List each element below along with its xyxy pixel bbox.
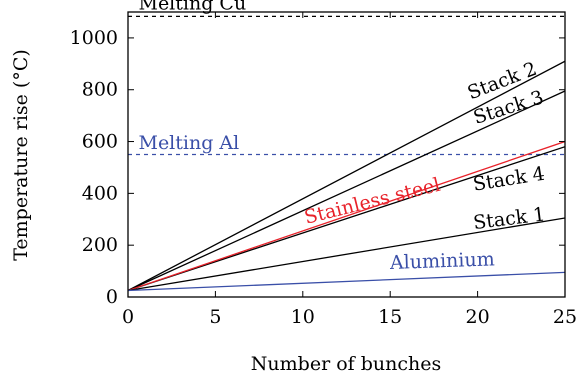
y-tick-label: 800 xyxy=(82,79,118,101)
annotation-stack-4: Stack 4 xyxy=(471,163,546,196)
y-axis-title: Temperature rise (°C) xyxy=(10,49,32,261)
y-tick-label: 200 xyxy=(82,234,118,256)
x-axis-title: Number of bunches xyxy=(251,353,441,375)
series-line-stack-1 xyxy=(128,217,565,292)
annotation-stainless-steel: Stainless steel xyxy=(302,174,442,229)
series-line-aluminium xyxy=(128,271,565,292)
x-tick-label: 25 xyxy=(553,306,577,328)
annotation-aluminium: Aluminium xyxy=(389,248,495,274)
x-tick-label: 10 xyxy=(291,306,315,328)
y-tick-label: 600 xyxy=(82,131,118,153)
y-tick-label: 1000 xyxy=(70,27,118,49)
series-line-stack-4 xyxy=(128,146,565,292)
x-tick-label: 0 xyxy=(122,306,134,328)
series-layer xyxy=(128,15,565,292)
series-line-stainless-steel xyxy=(128,140,565,292)
series-line-stack-2 xyxy=(128,60,565,292)
annotation-melting-cu: Melting Cu xyxy=(138,0,246,14)
plot-frame xyxy=(127,11,566,298)
ticks-layer: 0 5 10 15 20 25 0 200 400 600 800 1000 xyxy=(70,12,577,328)
annotation-melting-al: Melting Al xyxy=(138,132,239,154)
x-tick-label: 15 xyxy=(378,306,402,328)
x-tick-label: 5 xyxy=(209,306,221,328)
y-tick-label: 0 xyxy=(106,286,118,308)
y-tick-label: 400 xyxy=(82,182,118,204)
x-tick-label: 20 xyxy=(466,306,490,328)
series-line-stack-3 xyxy=(128,90,565,292)
annotation-stack-1: Stack 1 xyxy=(472,203,546,234)
